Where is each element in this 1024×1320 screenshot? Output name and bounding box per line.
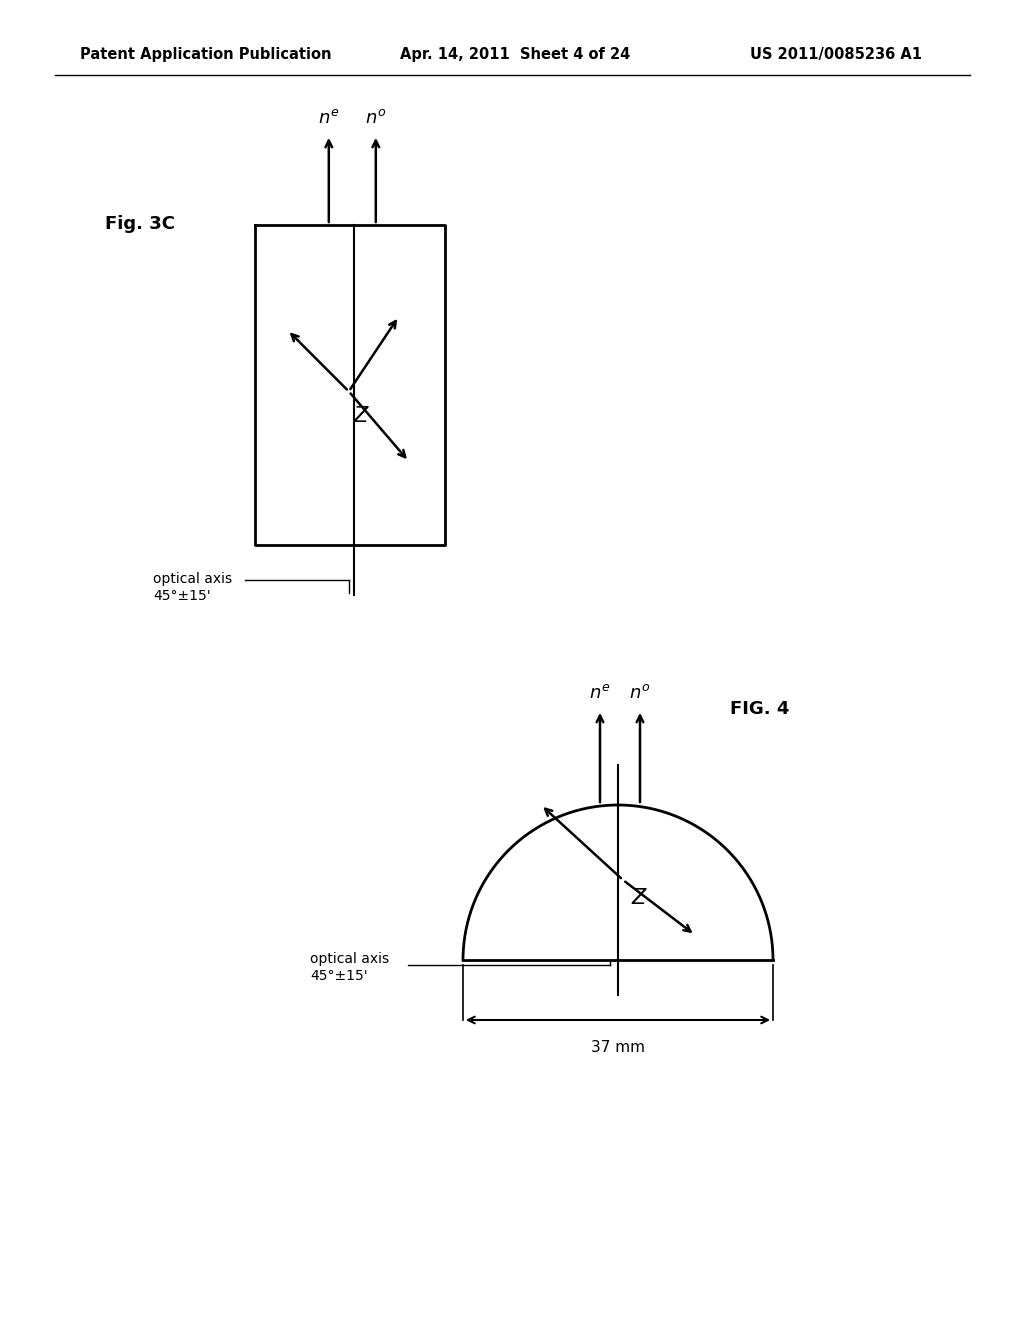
Text: 37 mm: 37 mm <box>591 1040 645 1055</box>
Text: Apr. 14, 2011  Sheet 4 of 24: Apr. 14, 2011 Sheet 4 of 24 <box>400 48 630 62</box>
Text: US 2011/0085236 A1: US 2011/0085236 A1 <box>750 48 922 62</box>
Text: optical axis
45°±15': optical axis 45°±15' <box>310 952 389 983</box>
Text: $n^o$: $n^o$ <box>630 684 650 702</box>
Text: Z: Z <box>354 407 368 426</box>
Text: $n^e$: $n^e$ <box>318 110 340 127</box>
Text: $n^e$: $n^e$ <box>589 684 610 702</box>
Text: Patent Application Publication: Patent Application Publication <box>80 48 332 62</box>
Text: Fig. 3C: Fig. 3C <box>105 215 175 234</box>
Text: optical axis
45°±15': optical axis 45°±15' <box>153 572 232 603</box>
Text: Z: Z <box>631 888 645 908</box>
Text: FIG. 4: FIG. 4 <box>730 700 790 718</box>
Text: $n^o$: $n^o$ <box>366 110 386 127</box>
